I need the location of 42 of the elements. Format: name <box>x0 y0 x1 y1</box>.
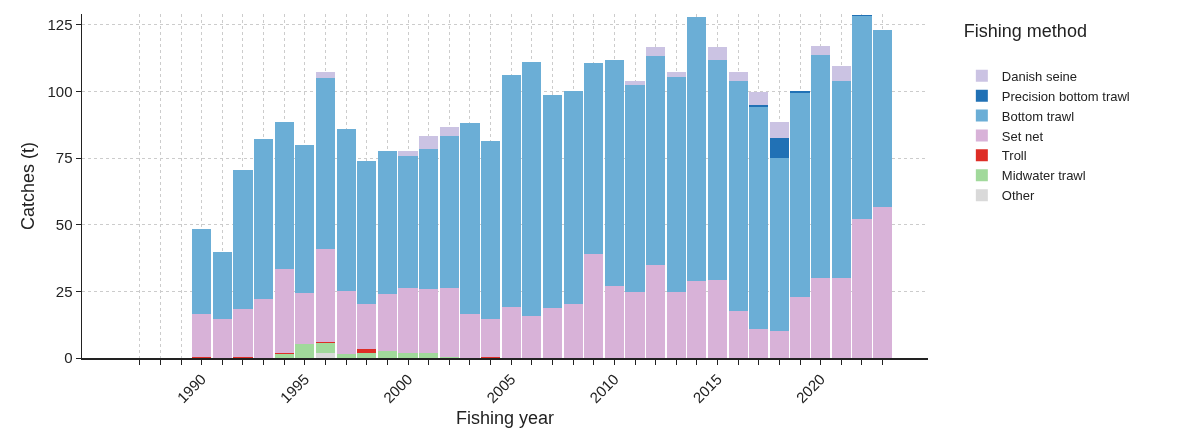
bar <box>769 122 790 138</box>
legend-label: Precision bottom trawl <box>1001 88 1130 104</box>
y-tick-label: 25 <box>55 282 73 300</box>
bar <box>315 78 336 250</box>
bar <box>542 94 563 308</box>
bar <box>728 72 748 81</box>
bar <box>315 343 336 353</box>
legend-title: Fishing method <box>963 21 1087 42</box>
bar <box>790 90 810 93</box>
y-axis-title: Catches (t) <box>17 141 38 231</box>
bar <box>831 66 851 82</box>
bar <box>707 280 728 358</box>
bar <box>666 72 686 77</box>
legend-label: Troll <box>1001 148 1027 164</box>
y-tick-label: 50 <box>55 215 73 233</box>
legend-label: Other <box>1001 188 1036 204</box>
bar <box>357 348 377 353</box>
legend-label: Midwater trawl <box>1001 168 1086 184</box>
legend-label: Bottom trawl <box>1001 108 1075 124</box>
bar <box>398 150 418 157</box>
legend-label: Set net <box>1001 128 1044 144</box>
y-tick-label: 125 <box>47 15 73 33</box>
bar <box>811 46 831 55</box>
y-tick-label: 100 <box>47 82 73 100</box>
bar <box>439 126 459 137</box>
bar <box>542 307 563 358</box>
bar <box>315 72 336 79</box>
y-tick-label: 0 <box>64 349 73 367</box>
bar <box>749 92 769 105</box>
bar <box>419 135 439 150</box>
legend-label: Danish seine <box>1001 68 1077 84</box>
bar <box>769 138 790 158</box>
bar <box>707 59 728 281</box>
bar <box>192 229 212 314</box>
bar <box>315 352 336 358</box>
bar <box>646 46 666 57</box>
bar <box>625 80 645 86</box>
y-tick-label: 75 <box>55 149 73 167</box>
bar <box>192 313 212 357</box>
bar <box>315 249 336 342</box>
x-axis-title: Fishing year <box>455 407 555 428</box>
bar <box>707 46 728 60</box>
